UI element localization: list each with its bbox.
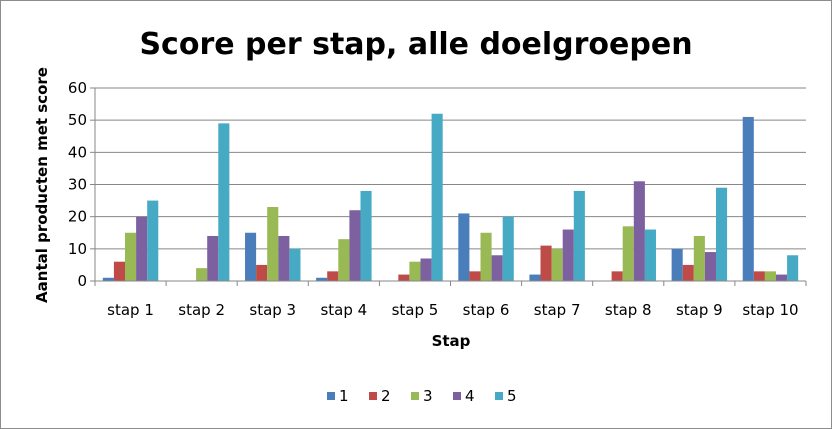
bars — [102, 113, 799, 281]
x-tick-label: stap 2 — [178, 301, 225, 319]
legend-label: 4 — [465, 387, 475, 405]
bar — [256, 264, 268, 281]
y-axis-title: Aantal producten met score — [33, 67, 51, 303]
x-tick-labels: stap 1 stap 2 stap 3 stap 4 stap 5 stap 6 stap… — [107, 301, 798, 319]
bar — [644, 229, 656, 281]
bar — [458, 213, 470, 281]
bar — [671, 248, 683, 281]
bar — [398, 274, 410, 281]
bar — [562, 229, 574, 281]
y-tick-label: 20 — [68, 208, 87, 226]
bar — [742, 116, 754, 281]
bar — [764, 271, 776, 281]
x-tick-label: stap 3 — [249, 301, 296, 319]
bar — [469, 271, 481, 281]
legend-label: 3 — [423, 387, 433, 405]
legend-label: 5 — [507, 387, 517, 405]
bar — [611, 271, 623, 281]
x-axis-title: Stap — [432, 332, 471, 350]
y-tick-label: 10 — [68, 240, 87, 258]
bar — [502, 216, 514, 281]
x-tick-label: stap 7 — [534, 301, 581, 319]
y-tick-label: 0 — [77, 272, 87, 290]
bar — [622, 226, 634, 281]
y-tick-label: 60 — [68, 79, 87, 97]
bar — [136, 216, 148, 281]
bar — [529, 274, 541, 281]
y-tick-labels: 0 10 20 30 40 50 60 — [68, 79, 87, 290]
bar — [102, 277, 114, 281]
bar — [693, 235, 705, 281]
legend-swatch — [495, 392, 503, 400]
bar — [540, 245, 552, 281]
bar — [551, 248, 563, 281]
bar — [327, 271, 339, 281]
bar — [409, 261, 421, 281]
bar — [360, 190, 372, 281]
bar — [207, 235, 219, 281]
x-tick-label: stap 9 — [676, 301, 723, 319]
bar — [245, 232, 257, 281]
legend-label: 1 — [339, 387, 349, 405]
y-tick-label: 40 — [68, 143, 87, 161]
bar — [420, 258, 432, 281]
bar — [218, 123, 230, 281]
bar — [316, 277, 328, 281]
y-tick-label: 50 — [68, 111, 87, 129]
bar — [113, 261, 125, 281]
x-tick-label: stap 4 — [320, 301, 367, 319]
x-tick-label: stap 8 — [605, 301, 652, 319]
bar — [480, 232, 492, 281]
legend-swatch — [369, 392, 377, 400]
legend: 1 2 3 4 5 — [327, 387, 517, 405]
bar — [573, 190, 585, 281]
bar — [753, 271, 765, 281]
bar — [125, 232, 137, 281]
legend-swatch — [453, 392, 461, 400]
bar — [633, 181, 645, 281]
bar — [704, 252, 716, 281]
chart-title: Score per stap, alle doelgroepen — [139, 27, 692, 62]
y-tick-label: 30 — [68, 176, 87, 194]
bar — [787, 255, 799, 281]
bar — [431, 113, 443, 281]
bar — [267, 207, 279, 281]
x-tick-label: stap 1 — [107, 301, 154, 319]
bar — [196, 268, 208, 281]
bar — [682, 264, 694, 281]
bar — [349, 210, 361, 281]
x-tick-label: stap 6 — [463, 301, 510, 319]
legend-swatch — [411, 392, 419, 400]
legend-swatch — [327, 392, 335, 400]
axes — [94, 88, 807, 286]
bar — [289, 248, 301, 281]
bar — [278, 235, 290, 281]
bar — [776, 274, 788, 281]
x-tick-label: stap 10 — [742, 301, 798, 319]
legend-label: 2 — [381, 387, 391, 405]
bar — [715, 187, 728, 281]
bar — [491, 255, 503, 281]
bar — [338, 239, 350, 281]
bar — [147, 200, 159, 281]
x-tick-label: stap 5 — [392, 301, 439, 319]
